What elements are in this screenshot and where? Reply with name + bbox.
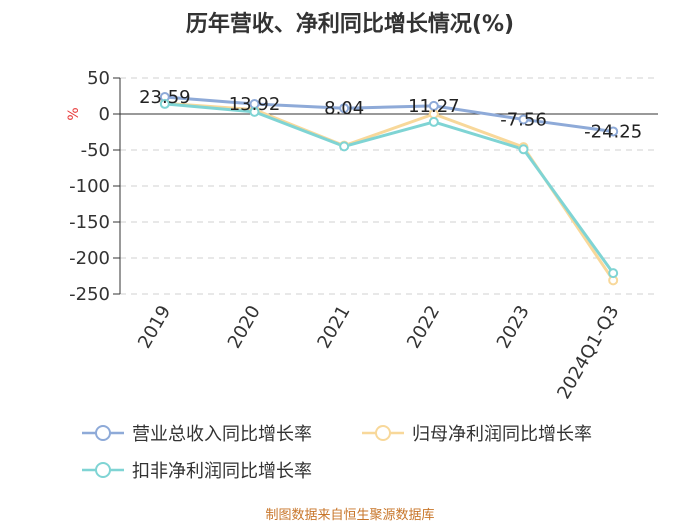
series-line-2	[164, 102, 615, 274]
y-tick-label: 50	[87, 68, 110, 89]
series-point-0	[339, 103, 350, 114]
legend-marker-revenue	[82, 425, 124, 441]
source-note: 制图数据来自恒生聚源数据库	[265, 508, 435, 523]
data-label: 11.27	[408, 96, 460, 117]
y-tick-label: -50	[81, 140, 110, 161]
legend-item-net-profit[interactable]: 归母净利润同比增长率	[360, 420, 592, 446]
series-point-0	[518, 114, 529, 125]
y-tick-label: 0	[99, 104, 110, 125]
legend-marker-net-profit	[362, 425, 404, 441]
series-line-0	[164, 95, 614, 133]
legend-label-deducted-profit: 扣非净利润同比增长率	[132, 461, 312, 482]
y-tick-label: -200	[69, 248, 110, 269]
x-tick-label: 2024Q1-Q3	[553, 302, 623, 403]
x-tick-label: 2021	[313, 302, 354, 352]
series-point-2	[339, 141, 350, 152]
series-point-2	[428, 116, 439, 127]
line-chart: 50 0 -50 -100 -150 -200 -250% 2019 2020 2021 2022 2…	[66, 68, 658, 403]
series-point-2	[518, 144, 529, 155]
data-label: 13.92	[229, 94, 281, 115]
legend-marker-deducted-profit	[82, 462, 124, 478]
legend-item-deducted-profit[interactable]: 扣非净利润同比增长率	[80, 457, 312, 483]
y-axis-unit-label: %	[66, 107, 82, 120]
series-point-2	[249, 106, 260, 117]
series-point-2	[159, 98, 170, 109]
legend-label-net-profit: 归母净利润同比增长率	[412, 424, 592, 445]
data-label: 8.04	[324, 98, 364, 119]
series-point-2	[608, 268, 619, 279]
y-tick-label: -150	[69, 212, 110, 233]
data-label: 23.59	[139, 87, 191, 108]
legend-label-revenue: 营业总收入同比增长率	[132, 424, 312, 445]
x-tick-label: 2020	[224, 302, 265, 352]
x-tick-label: 2023	[493, 302, 534, 352]
data-label: -24.25	[584, 121, 642, 142]
chart-title: 历年营收、净利同比增长情况(%)	[185, 12, 515, 37]
y-tick-label: -100	[69, 176, 110, 197]
legend-item-revenue[interactable]: 营业总收入同比增长率	[80, 420, 312, 446]
data-label: -7.56	[500, 109, 547, 130]
series-point-0	[428, 100, 439, 111]
x-tick-label: 2019	[134, 302, 175, 352]
x-tick-label: 2022	[403, 302, 444, 352]
series-point-0	[608, 126, 619, 137]
y-tick-label: -250	[69, 284, 110, 305]
